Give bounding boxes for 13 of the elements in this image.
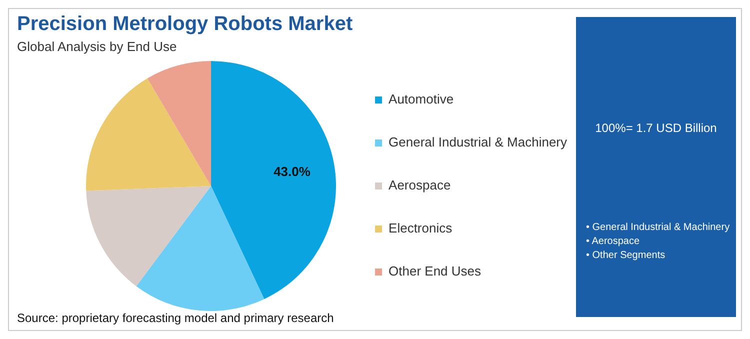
legend-label: Aerospace bbox=[388, 178, 451, 193]
text: • Aerospace bbox=[586, 235, 641, 249]
text: 100%= 1.7 USD Billion bbox=[594, 121, 718, 135]
legend-label: Other End Uses bbox=[388, 264, 482, 279]
text: • Other Segments bbox=[586, 249, 666, 263]
legend-label: Electronics bbox=[388, 220, 453, 236]
data-label: 43.0% bbox=[274, 164, 311, 179]
legend-label: General Industrial & Machinery bbox=[388, 134, 568, 150]
chart-title: Precision Metrology Robots Market bbox=[17, 13, 353, 36]
text: • General Industrial & Machinery bbox=[586, 221, 730, 235]
source-note: Source: proprietary forecasting model and primary research bbox=[17, 311, 334, 325]
chart-subtitle: Global Analysis by End Use bbox=[17, 39, 177, 54]
legend-label: Automotive bbox=[388, 92, 454, 107]
